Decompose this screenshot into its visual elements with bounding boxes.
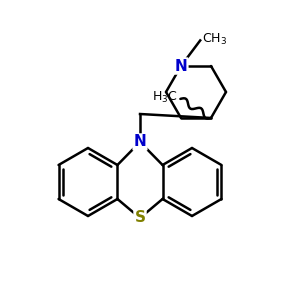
Text: CH$_3$: CH$_3$ (202, 32, 227, 47)
Text: N: N (175, 58, 188, 74)
Text: N: N (134, 134, 146, 149)
Text: S: S (134, 211, 146, 226)
Text: H$_3$C: H$_3$C (152, 90, 177, 106)
